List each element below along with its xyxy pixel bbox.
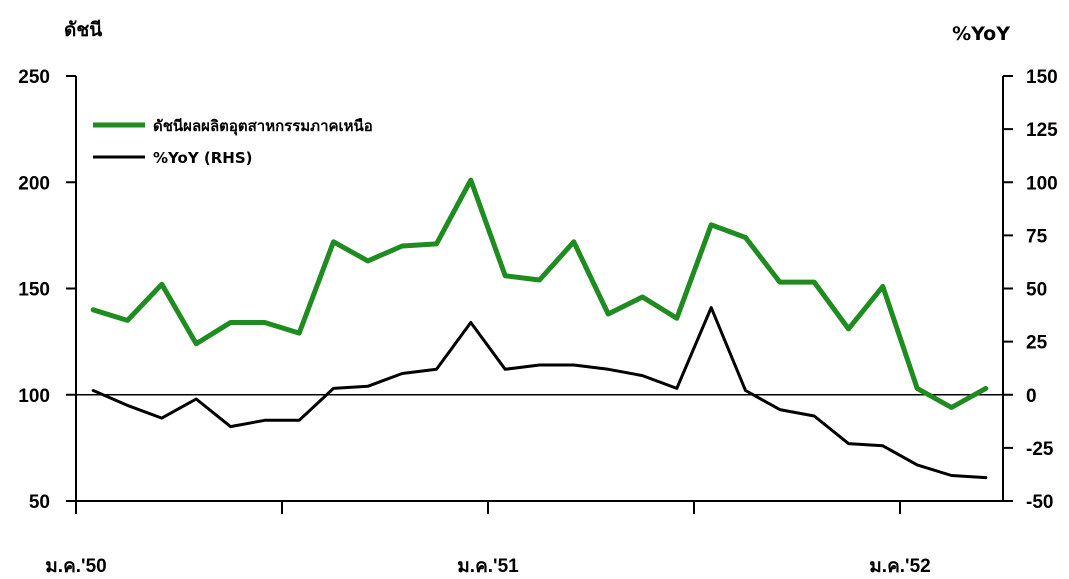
y-left-axis-label: ดัชนี <box>64 19 102 41</box>
y-left-tick-label: 250 <box>18 67 50 88</box>
y-right-tick-label: 75 <box>1026 226 1048 247</box>
series-lines <box>90 177 989 480</box>
legend: ดัชนีผลผลิตอุตสาหกรรมภาคเหนือ %YoY (RHS) <box>93 117 373 167</box>
series-line-yoy <box>91 306 988 480</box>
y-left-tick-label: 200 <box>18 173 50 194</box>
y-right-tick-label: 25 <box>1026 333 1048 354</box>
x-tick-label: ม.ค.'52 <box>869 556 930 577</box>
y-right-tick-label: -50 <box>1026 492 1053 513</box>
series-line-index <box>90 177 989 410</box>
tick-labels: 250200150100501501251007550250-25-50ม.ค.… <box>18 67 1058 577</box>
y-right-tick-label: -25 <box>1026 439 1054 460</box>
y-right-tick-label: 150 <box>1026 67 1058 88</box>
y-left-tick-label: 150 <box>18 280 50 301</box>
legend-label-yoy: %YoY (RHS) <box>153 149 253 167</box>
y-right-axis-label: %YoY <box>952 23 1010 45</box>
y-right-tick-label: 50 <box>1026 280 1047 301</box>
x-tick-label: ม.ค.'51 <box>457 556 519 577</box>
legend-label-index: ดัชนีผลผลิตอุตสาหกรรมภาคเหนือ <box>153 117 373 136</box>
y-left-tick-label: 100 <box>18 386 50 407</box>
y-right-tick-label: 0 <box>1026 386 1037 407</box>
y-left-tick-label: 50 <box>29 492 50 513</box>
y-right-tick-label: 100 <box>1026 173 1058 194</box>
axes <box>66 75 1013 514</box>
y-right-tick-label: 125 <box>1026 120 1058 141</box>
x-tick-label: ม.ค.'50 <box>45 556 106 577</box>
